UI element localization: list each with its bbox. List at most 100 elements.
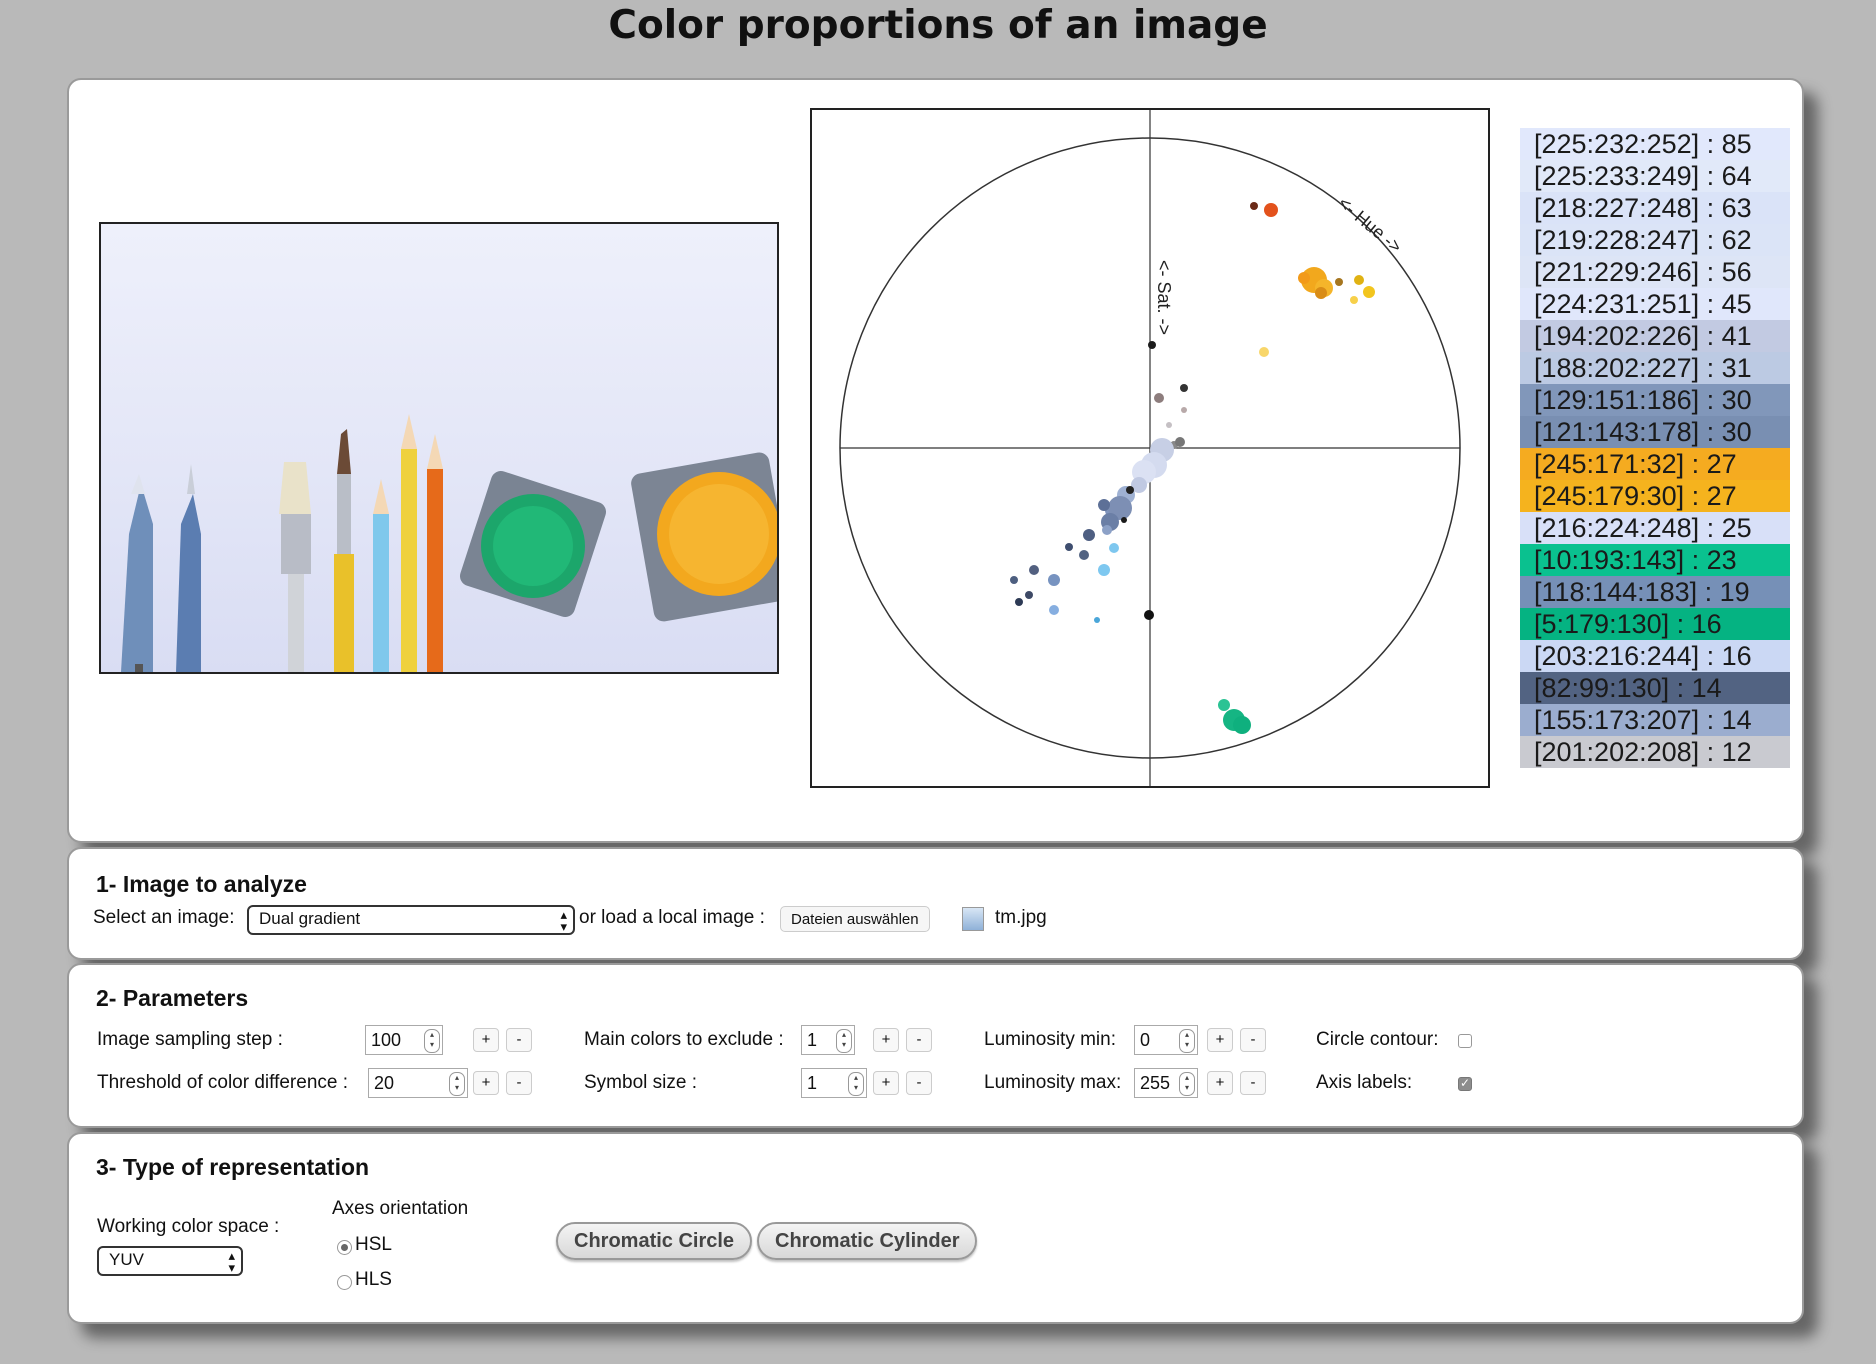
color-point <box>1350 296 1358 304</box>
axis-labels-checkbox[interactable] <box>1458 1076 1472 1091</box>
symbol-size-value: 1 <box>807 1073 818 1093</box>
color-point <box>1166 422 1172 428</box>
lum-max-input[interactable]: 255 ▴ ▾ <box>1134 1068 1198 1098</box>
color-point <box>1098 499 1110 511</box>
spinner-icon[interactable]: ▴ ▾ <box>424 1029 440 1053</box>
main-colors-list: [225:232:252] : 85 [225:233:249] : 64 [218… <box>1520 128 1790 768</box>
choose-file-button[interactable]: Dateien auswählen <box>780 906 930 932</box>
result-panel: <- Hue -> <- Sat. -> [225:232:252] : 85[… <box>67 78 1804 843</box>
color-space-label: Working color space : <box>97 1216 280 1237</box>
threshold-plus-button[interactable]: + <box>473 1071 499 1095</box>
lum-max-value: 255 <box>1140 1073 1171 1093</box>
file-name: tm.jpg <box>995 907 1047 928</box>
exclude-value: 1 <box>807 1030 818 1050</box>
circle-contour-label: Circle contour: <box>1316 1029 1439 1050</box>
color-point <box>1259 347 1269 357</box>
color-point <box>1144 610 1154 620</box>
exclude-plus-button[interactable]: + <box>873 1028 899 1052</box>
lum-min-minus-button[interactable]: - <box>1240 1028 1266 1052</box>
color-point <box>1098 564 1110 576</box>
sat-axis-label: <- Sat. -> <box>1154 260 1174 335</box>
color-list-item: [155:173:207] : 14 <box>1520 704 1790 736</box>
sampling-step-input[interactable]: 100 ▴ ▾ <box>365 1025 443 1055</box>
color-space-select[interactable]: YUV ▴ ▾ <box>97 1246 243 1276</box>
lum-max-plus-button[interactable]: + <box>1207 1071 1233 1095</box>
color-point <box>1121 517 1127 523</box>
axis-labels-label: Axis labels: <box>1316 1072 1413 1093</box>
color-list-item: [5:179:130] : 16 <box>1520 608 1790 640</box>
color-point <box>1180 384 1188 392</box>
threshold-input[interactable]: 20 ▴ ▾ <box>368 1068 468 1098</box>
color-list-item: [129:151:186] : 30 <box>1520 384 1790 416</box>
color-list-item: [224:231:251] : 45 <box>1520 288 1790 320</box>
image-select[interactable]: Dual gradient ▴ ▾ <box>247 905 575 935</box>
lum-max-minus-button[interactable]: - <box>1240 1071 1266 1095</box>
color-point <box>1298 272 1310 284</box>
color-point <box>1335 278 1343 286</box>
spinner-icon[interactable]: ▴ ▾ <box>449 1072 465 1096</box>
color-point <box>1148 341 1156 349</box>
color-point <box>1218 699 1230 711</box>
color-point <box>1233 716 1251 734</box>
lum-min-plus-button[interactable]: + <box>1207 1028 1233 1052</box>
color-space-value: YUV <box>109 1250 144 1269</box>
color-list-item: [82:99:130] : 14 <box>1520 672 1790 704</box>
select-arrows-icon: ▴ ▾ <box>560 907 567 934</box>
sampling-step-label: Image sampling step : <box>97 1029 283 1050</box>
color-point <box>1015 598 1023 606</box>
load-local-label: or load a local image : <box>579 907 765 928</box>
symbol-plus-button[interactable]: + <box>873 1071 899 1095</box>
symbol-minus-button[interactable]: - <box>906 1071 932 1095</box>
spinner-icon[interactable]: ▴ ▾ <box>836 1029 852 1053</box>
lum-min-value: 0 <box>1140 1030 1151 1050</box>
color-list-item: [218:227:248] : 63 <box>1520 192 1790 224</box>
color-point <box>1048 574 1060 586</box>
color-list-item: [245:171:32] : 27 <box>1520 448 1790 480</box>
hsl-radio[interactable] <box>337 1240 352 1255</box>
color-list-item: [245:179:30] : 27 <box>1520 480 1790 512</box>
sampling-step-value: 100 <box>371 1030 402 1050</box>
spinner-icon[interactable]: ▴ ▾ <box>1179 1029 1195 1053</box>
threshold-value: 20 <box>374 1073 395 1093</box>
color-list-item: [203:216:244] : 16 <box>1520 640 1790 672</box>
page-title: Color proportions of an image <box>608 3 1268 48</box>
threshold-minus-button[interactable]: - <box>506 1071 532 1095</box>
sampling-minus-button[interactable]: - <box>506 1028 532 1052</box>
section-title-representation: 3- Type of representation <box>96 1154 370 1180</box>
color-list-item: [221:229:246] : 56 <box>1520 256 1790 288</box>
sampling-plus-button[interactable]: + <box>473 1028 499 1052</box>
exclude-minus-button[interactable]: - <box>906 1028 932 1052</box>
color-list-item: [216:224:248] : 25 <box>1520 512 1790 544</box>
color-list-item: [225:233:249] : 64 <box>1520 160 1790 192</box>
color-point <box>1363 286 1375 298</box>
color-list-item: [201:202:208] : 12 <box>1520 736 1790 768</box>
color-point <box>1126 486 1134 494</box>
lum-max-label: Luminosity max: <box>984 1072 1122 1093</box>
chromatic-cylinder-button[interactable]: Chromatic Cylinder <box>757 1222 978 1260</box>
circle-contour-checkbox[interactable] <box>1458 1034 1472 1048</box>
color-point <box>1109 543 1119 553</box>
threshold-label: Threshold of color difference : <box>97 1072 349 1093</box>
color-list-item: [118:144:183] : 19 <box>1520 576 1790 608</box>
color-point <box>1079 550 1089 560</box>
analyzed-image-graphic <box>121 414 777 672</box>
color-point <box>1354 275 1364 285</box>
lum-min-input[interactable]: 0 ▴ ▾ <box>1134 1025 1198 1055</box>
symbol-size-input[interactable]: 1 ▴ ▾ <box>801 1068 867 1098</box>
color-point <box>1049 605 1059 615</box>
color-point <box>1181 407 1187 413</box>
color-list-item: [188:202:227] : 31 <box>1520 352 1790 384</box>
parameters-panel: 2- Parameters Image sampling step : 100 ▴… <box>67 963 1804 1128</box>
color-list-item: [225:232:252] : 85 <box>1520 128 1790 160</box>
spinner-icon[interactable]: ▴ ▾ <box>1179 1072 1195 1096</box>
chromatic-circle-chart: <- Hue -> <- Sat. -> <box>810 108 1490 788</box>
color-list-item: [219:228:247] : 62 <box>1520 224 1790 256</box>
exclude-input[interactable]: 1 ▴ ▾ <box>801 1025 855 1055</box>
chromatic-circle-button[interactable]: Chromatic Circle <box>556 1222 753 1260</box>
color-point <box>1010 576 1018 584</box>
color-point <box>1154 393 1164 403</box>
hls-radio[interactable] <box>337 1275 352 1290</box>
image-select-value: Dual gradient <box>259 909 361 928</box>
color-point <box>1029 565 1039 575</box>
spinner-icon[interactable]: ▴ ▾ <box>848 1072 864 1096</box>
